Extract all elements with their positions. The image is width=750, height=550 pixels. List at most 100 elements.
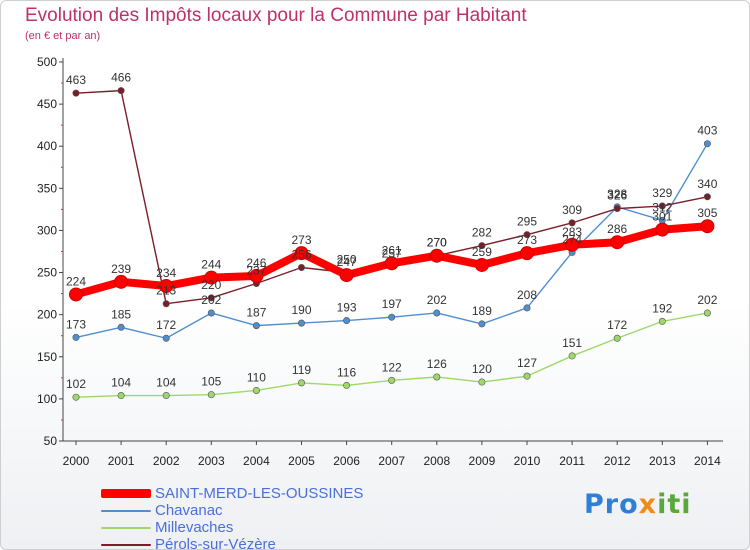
legend-swatch xyxy=(101,510,151,512)
x-tick-label: 2013 xyxy=(649,454,676,468)
data-label: 309 xyxy=(562,203,582,217)
data-point xyxy=(252,322,260,330)
data-point xyxy=(429,248,444,263)
data-point xyxy=(69,287,83,302)
data-label: 190 xyxy=(291,303,311,317)
data-point xyxy=(474,257,489,272)
data-label: 403 xyxy=(697,124,717,138)
data-label: 127 xyxy=(517,356,537,370)
data-label: 270 xyxy=(427,236,447,250)
data-label: 202 xyxy=(201,293,221,307)
data-point xyxy=(613,334,621,342)
data-label: 213 xyxy=(156,284,176,298)
data-point xyxy=(703,309,711,317)
chart-title: Evolution des Impôts locaux pour la Comm… xyxy=(25,5,527,26)
data-point xyxy=(207,391,215,399)
data-label: 305 xyxy=(697,206,717,220)
x-tick-label: 2009 xyxy=(469,454,496,468)
data-label: 104 xyxy=(156,376,176,390)
data-point xyxy=(72,333,80,341)
data-point xyxy=(159,279,174,294)
y-tick-label: 50 xyxy=(44,434,58,448)
data-point xyxy=(204,270,219,285)
data-label: 220 xyxy=(201,278,221,292)
y-tick-label: 100 xyxy=(37,392,57,406)
data-label: 202 xyxy=(697,293,717,307)
y-tick-label: 300 xyxy=(37,223,57,237)
data-label: 246 xyxy=(246,256,266,270)
data-label: 257 xyxy=(382,247,402,261)
x-tick-label: 2012 xyxy=(604,454,631,468)
data-label: 250 xyxy=(337,253,357,267)
y-tick-label: 450 xyxy=(37,97,57,111)
data-point xyxy=(114,274,129,289)
data-label: 261 xyxy=(382,243,402,257)
data-point xyxy=(249,268,264,283)
data-label: 466 xyxy=(111,71,131,85)
data-label: 239 xyxy=(111,262,131,276)
data-point xyxy=(520,246,534,261)
data-point xyxy=(294,246,309,261)
x-tick-label: 2003 xyxy=(198,454,225,468)
data-point xyxy=(297,379,305,387)
data-point xyxy=(339,268,354,283)
data-point xyxy=(117,392,125,400)
data-label: 202 xyxy=(427,293,447,307)
data-point xyxy=(252,386,260,394)
data-point xyxy=(433,373,441,381)
data-label: 270 xyxy=(427,236,447,250)
x-tick-label: 2002 xyxy=(153,454,180,468)
data-point xyxy=(162,334,170,342)
data-label: 105 xyxy=(201,375,221,389)
logo-part-2: x xyxy=(638,489,658,520)
legend-label: Pérols-sur-Vézère xyxy=(155,536,276,550)
x-tick-label: 2008 xyxy=(423,454,450,468)
data-label: 224 xyxy=(66,274,86,288)
data-label: 173 xyxy=(66,317,86,331)
data-point xyxy=(523,304,531,312)
data-point xyxy=(207,294,215,302)
data-label: 234 xyxy=(156,266,176,280)
data-label: 312 xyxy=(652,200,672,214)
data-label: 104 xyxy=(111,376,131,390)
x-tick-label: 2005 xyxy=(288,454,315,468)
y-tick-label: 350 xyxy=(37,181,57,195)
data-label: 122 xyxy=(382,360,402,374)
data-point xyxy=(478,378,486,386)
data-point xyxy=(72,89,80,97)
y-tick-label: 400 xyxy=(37,139,57,153)
data-point xyxy=(207,309,215,317)
data-label: 187 xyxy=(246,306,266,320)
data-label: 192 xyxy=(652,301,672,315)
data-point xyxy=(703,193,711,201)
data-point xyxy=(162,392,170,400)
legend-label: Millevaches xyxy=(155,519,234,536)
data-label: 208 xyxy=(517,288,537,302)
data-point xyxy=(700,219,715,234)
x-tick-label: 2006 xyxy=(333,454,360,468)
data-point xyxy=(478,320,486,328)
data-label: 328 xyxy=(607,187,627,201)
data-label: 259 xyxy=(472,245,492,259)
data-label: 102 xyxy=(66,377,86,391)
data-point xyxy=(658,317,666,325)
data-label: 295 xyxy=(517,215,537,229)
data-point xyxy=(658,202,666,210)
data-label: 126 xyxy=(427,357,447,371)
logo-part-1: Pro xyxy=(584,489,639,520)
data-label: 340 xyxy=(697,177,717,191)
data-label: 185 xyxy=(111,307,131,321)
logo-part-3: iti xyxy=(657,489,692,520)
data-label: 237 xyxy=(246,264,266,278)
data-label: 273 xyxy=(517,233,537,247)
data-point xyxy=(117,323,125,331)
data-point xyxy=(388,376,396,384)
data-label: 247 xyxy=(337,255,357,269)
data-point xyxy=(523,372,531,380)
data-point xyxy=(703,140,711,148)
data-label: 244 xyxy=(201,258,221,272)
data-label: 193 xyxy=(337,301,357,315)
x-tick-label: 2011 xyxy=(559,454,585,468)
x-tick-label: 2014 xyxy=(694,454,721,468)
x-tick-label: 2000 xyxy=(63,454,90,468)
